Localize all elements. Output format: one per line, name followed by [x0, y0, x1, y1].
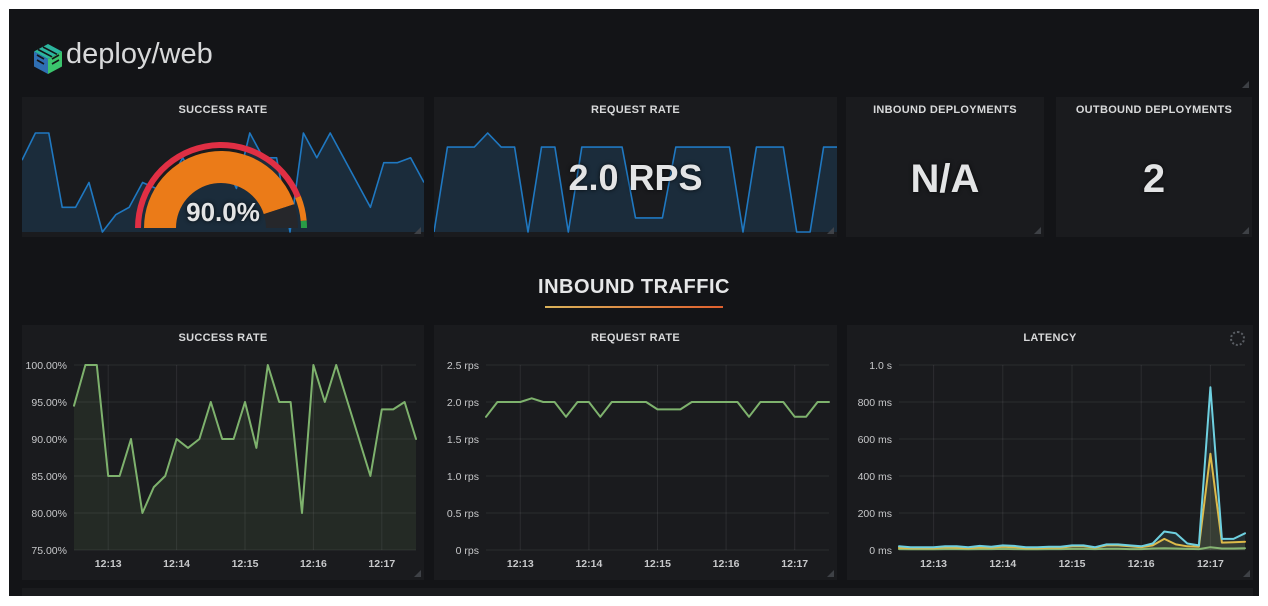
- svg-text:1.0 rps: 1.0 rps: [447, 471, 479, 483]
- success-rate-value: 90.0%: [186, 197, 260, 227]
- svg-text:12:14: 12:14: [575, 558, 602, 570]
- svg-text:85.00%: 85.00%: [31, 471, 67, 483]
- panel-resize-handle[interactable]: [1034, 227, 1041, 234]
- panel-resize-handle[interactable]: [827, 570, 834, 577]
- svg-text:400 ms: 400 ms: [858, 471, 892, 483]
- svg-text:12:15: 12:15: [1059, 558, 1086, 570]
- panel-loading-spinner-icon: [1230, 331, 1245, 346]
- grafana-dashboard: deploy/web SUCCESS RATE 90.0% REQUEST RA…: [9, 9, 1259, 596]
- svg-text:1.0 s: 1.0 s: [869, 360, 892, 372]
- success-rate-gauge: [135, 142, 307, 228]
- svg-text:600 ms: 600 ms: [858, 434, 892, 446]
- svg-text:12:16: 12:16: [300, 558, 327, 570]
- svg-text:12:16: 12:16: [713, 558, 740, 570]
- deploy-cube-logo-icon: [34, 44, 62, 74]
- svg-text:12:15: 12:15: [644, 558, 671, 570]
- svg-text:12:16: 12:16: [1128, 558, 1155, 570]
- request-rate-chart[interactable]: 0 rps 0.5 rps 1.0 rps 1.5 rps 2.0 rps 2.5 rps…: [434, 325, 837, 580]
- latency-chart[interactable]: 0 ms 200 ms 400 ms 600 ms 800 ms 1.0 s 12:13 12…: [847, 325, 1253, 580]
- svg-text:12:13: 12:13: [920, 558, 947, 570]
- panel-title[interactable]: LATENCY: [1023, 332, 1077, 344]
- svg-text:0.5 rps: 0.5 rps: [447, 508, 479, 520]
- panel-resize-handle[interactable]: [414, 570, 421, 577]
- stat-panel-request-rate[interactable]: REQUEST RATE 2.0 RPS: [434, 97, 837, 237]
- panel-title[interactable]: REQUEST RATE: [591, 104, 680, 116]
- svg-text:75.00%: 75.00%: [31, 545, 67, 557]
- svg-text:95.00%: 95.00%: [31, 397, 67, 409]
- panel-title[interactable]: REQUEST RATE: [591, 332, 680, 344]
- svg-text:200 ms: 200 ms: [858, 508, 892, 520]
- panel-resize-handle[interactable]: [414, 227, 421, 234]
- svg-text:2.0 rps: 2.0 rps: [447, 397, 479, 409]
- svg-text:12:15: 12:15: [232, 558, 259, 570]
- panel-resize-handle[interactable]: [1242, 81, 1249, 88]
- success-rate-chart[interactable]: 75.00% 80.00% 85.00% 90.00% 95.00% 100.00% 12:…: [22, 325, 424, 580]
- row-title-underline: [545, 306, 723, 308]
- graph-panel-request-rate[interactable]: REQUEST RATE 0 rps 0.5 rps 1.0 rps 1.5 rps 2…: [434, 325, 837, 580]
- panel-resize-handle[interactable]: [1242, 227, 1249, 234]
- svg-text:1.5 rps: 1.5 rps: [447, 434, 479, 446]
- panel-title[interactable]: INBOUND DEPLOYMENTS: [873, 104, 1017, 116]
- panel-title[interactable]: SUCCESS RATE: [178, 332, 268, 344]
- stat-panel-outbound-deployments[interactable]: OUTBOUND DEPLOYMENTS 2: [1056, 97, 1252, 237]
- stat-panel-inbound-deployments[interactable]: INBOUND DEPLOYMENTS N/A: [846, 97, 1044, 237]
- svg-text:80.00%: 80.00%: [31, 508, 67, 520]
- panel-title[interactable]: SUCCESS RATE: [178, 104, 268, 116]
- row-title[interactable]: INBOUND TRAFFIC: [538, 276, 730, 298]
- request-rate-value: 2.0 RPS: [568, 157, 703, 198]
- svg-text:0 ms: 0 ms: [869, 545, 892, 557]
- svg-text:800 ms: 800 ms: [858, 397, 892, 409]
- next-row-panel-edge: [22, 588, 1253, 596]
- panel-resize-handle[interactable]: [1243, 570, 1250, 577]
- svg-text:0 rps: 0 rps: [456, 545, 479, 557]
- svg-text:90.00%: 90.00%: [31, 434, 67, 446]
- svg-text:12:14: 12:14: [163, 558, 190, 570]
- svg-text:100.00%: 100.00%: [26, 360, 67, 372]
- panel-resize-handle[interactable]: [827, 227, 834, 234]
- svg-text:12:13: 12:13: [507, 558, 534, 570]
- request-rate-sparkline: [434, 132, 837, 233]
- dashboard-title[interactable]: deploy/web: [66, 38, 213, 70]
- svg-text:12:13: 12:13: [95, 558, 122, 570]
- inbound-deployments-value: N/A: [910, 157, 980, 201]
- svg-text:2.5 rps: 2.5 rps: [447, 360, 479, 372]
- svg-text:12:17: 12:17: [781, 558, 808, 570]
- row-header-inbound-traffic[interactable]: INBOUND TRAFFIC: [9, 276, 1259, 308]
- dashboard-header-panel: deploy/web: [14, 9, 1255, 90]
- panel-title[interactable]: OUTBOUND DEPLOYMENTS: [1075, 104, 1233, 116]
- svg-text:12:17: 12:17: [1197, 558, 1224, 570]
- svg-text:12:17: 12:17: [368, 558, 395, 570]
- graph-panel-success-rate[interactable]: SUCCESS RATE 75.00% 80.00% 85.00% 90.00% 95.…: [22, 325, 424, 580]
- graph-panel-latency[interactable]: LATENCY 0 ms 200 ms 400 ms 600 ms 800 ms 1.0 …: [847, 325, 1253, 580]
- svg-text:12:14: 12:14: [989, 558, 1016, 570]
- stat-panel-success-rate[interactable]: SUCCESS RATE 90.0%: [22, 97, 424, 237]
- outbound-deployments-value: 2: [1142, 157, 1166, 201]
